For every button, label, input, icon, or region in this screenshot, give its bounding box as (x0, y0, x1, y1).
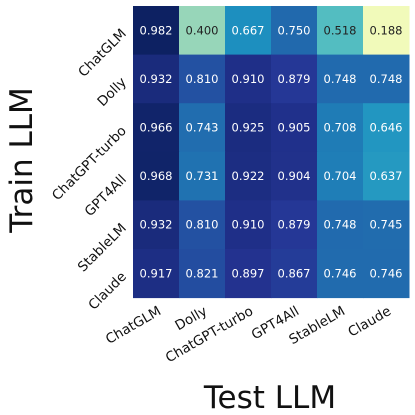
y-tick-label: Dolly (94, 74, 129, 109)
cell-value-label: 0.982 (140, 23, 173, 37)
cell-value-label: 0.637 (370, 169, 403, 183)
cell-value-label: 0.821 (186, 266, 219, 280)
cell-value-label: 0.932 (140, 218, 173, 232)
heatmap-cell (179, 200, 226, 250)
heatmap-cell (133, 151, 180, 201)
heatmap-cell (317, 54, 364, 104)
heatmap-cell (317, 249, 364, 299)
y-tick-label: ChatGLM (75, 26, 130, 81)
cell-value-label: 0.966 (140, 121, 173, 135)
cell-value-label: 0.810 (186, 72, 219, 86)
cell-value-label: 0.731 (186, 169, 219, 183)
heatmap-cell (317, 200, 364, 250)
heatmap-cell (225, 103, 272, 153)
heatmap-cell (133, 103, 180, 153)
cell-value-label: 0.188 (370, 23, 403, 37)
cell-value-label: 0.748 (370, 72, 403, 86)
cell-value-label: 0.810 (186, 218, 219, 232)
heatmap-cell (225, 151, 272, 201)
heatmap-cell (363, 6, 410, 56)
heatmap-cells: 0.982 0.400 0.667 0.750 0.518 0.188 0.932 0.810… (133, 6, 410, 299)
heatmap-cell (133, 200, 180, 250)
cell-value-label: 0.904 (278, 169, 311, 183)
cell-value-label: 0.968 (140, 169, 173, 183)
cell-value-label: 0.750 (278, 23, 311, 37)
cell-value-label: 0.925 (232, 121, 265, 135)
heatmap-cell (317, 151, 364, 201)
heatmap-cell (225, 200, 272, 250)
heatmap-cell (363, 249, 410, 299)
y-tick-label: Claude (85, 269, 129, 313)
heatmap-cell (133, 6, 180, 56)
heatmap-cell (133, 54, 180, 104)
x-tick-label: ChatGPT-turbo (163, 303, 256, 366)
heatmap-cell (271, 54, 318, 104)
heatmap-cell (363, 151, 410, 201)
heatmap-cell (225, 249, 272, 299)
cell-value-label: 0.667 (232, 23, 265, 37)
heatmap-cell (271, 103, 318, 153)
cell-value-label: 0.867 (278, 266, 311, 280)
cell-value-label: 0.917 (140, 266, 173, 280)
cell-value-label: 0.879 (278, 218, 311, 232)
heatmap-cell (179, 249, 226, 299)
heatmap-cell (179, 54, 226, 104)
heatmap-cell (179, 103, 226, 153)
cell-value-label: 0.910 (232, 218, 265, 232)
cell-value-label: 0.746 (370, 266, 403, 280)
heatmap-cell (363, 54, 410, 104)
cell-value-label: 0.932 (140, 72, 173, 86)
heatmap-cell (363, 103, 410, 153)
x-tick-labels: ChatGLM DollyChatGPT-turboGPT4AllStableLM… (103, 303, 394, 366)
heatmap-cell (271, 200, 318, 250)
cell-value-label: 0.646 (370, 121, 403, 135)
heatmap-cell (271, 151, 318, 201)
heatmap-cell (225, 6, 272, 56)
x-tick-label: Claude (345, 303, 394, 340)
cell-value-label: 0.748 (324, 218, 357, 232)
heatmap-cell (317, 103, 364, 153)
heatmap-cell (179, 151, 226, 201)
cell-value-label: 0.708 (324, 121, 357, 135)
cell-value-label: 0.746 (324, 266, 357, 280)
cell-value-label: 0.897 (232, 266, 265, 280)
heatmap-cell (317, 6, 364, 56)
cell-value-label: 0.879 (278, 72, 311, 86)
y-tick-label: StableLM (75, 220, 130, 275)
cell-value-label: 0.748 (324, 72, 357, 86)
cell-value-label: 0.518 (324, 23, 357, 37)
cell-value-label: 0.704 (324, 169, 357, 183)
heatmap-cell (271, 6, 318, 56)
cell-value-label: 0.922 (232, 169, 265, 183)
heatmap-cell (133, 249, 180, 299)
cell-value-label: 0.400 (186, 23, 219, 37)
heatmap-cell (179, 6, 226, 56)
x-tick-label: ChatGLM (103, 303, 164, 347)
cell-value-label: 0.743 (186, 121, 219, 135)
y-tick-label: GPT4All (82, 172, 130, 220)
heatmap-cell (271, 249, 318, 299)
cell-value-label: 0.745 (370, 218, 403, 232)
y-tick-labels: ChatGLMDollyChatGPT-turboGPT4AllStableLM… (49, 26, 130, 313)
heatmap-cell (363, 200, 410, 250)
x-axis-title: Test LLM (203, 380, 336, 415)
y-axis-title: Train LLM (4, 87, 40, 234)
cell-value-label: 0.905 (278, 121, 311, 135)
cell-value-label: 0.910 (232, 72, 265, 86)
heatmap-cell (225, 54, 272, 104)
